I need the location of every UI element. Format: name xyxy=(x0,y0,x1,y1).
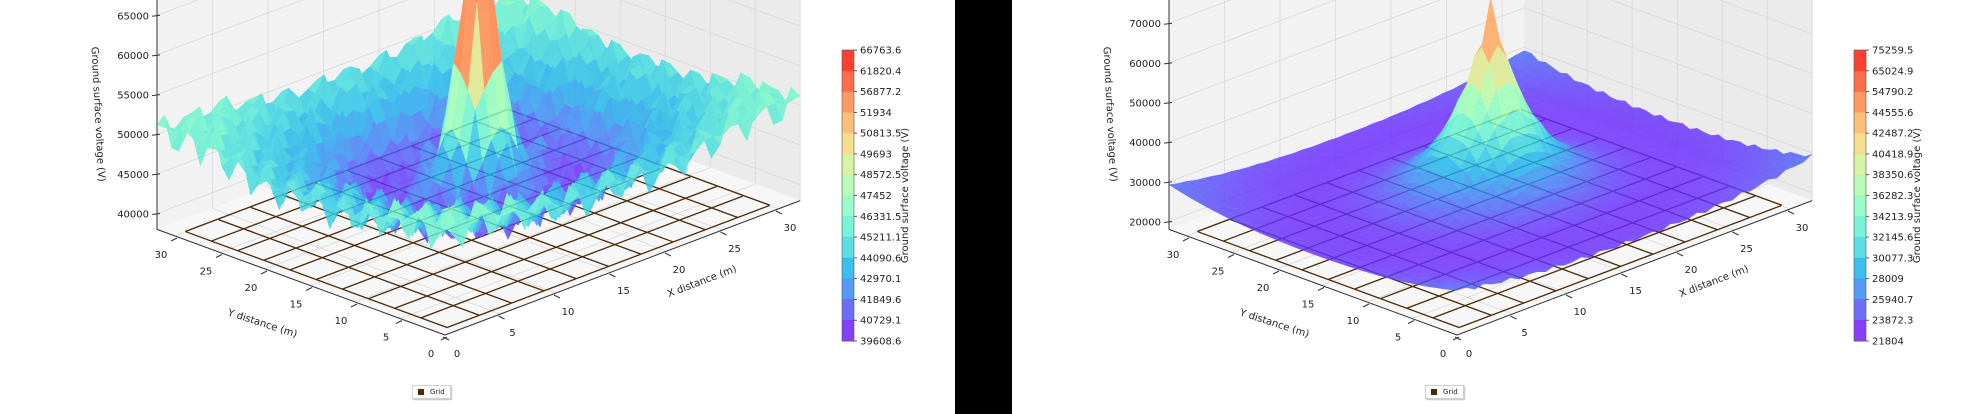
surface-mesh xyxy=(1168,0,1813,291)
colorbar-tick-label: 45211.1 xyxy=(860,233,901,244)
colorbar-tick-label: 54790.2 xyxy=(1872,87,1913,98)
colorbar-tick-label: 44555.6 xyxy=(1872,108,1913,119)
y-tick-label: 20 xyxy=(245,283,258,294)
x-tick-label: 20 xyxy=(1685,265,1698,276)
colorbar-tick-label: 47452 xyxy=(860,191,892,202)
z-tick-label: 20000 xyxy=(1129,217,1161,228)
colorbar-tick-label: 36282.3 xyxy=(1872,191,1913,202)
colorbar-tick-label: 30077.3 xyxy=(1872,253,1913,264)
x-tick-label: 0 xyxy=(1466,349,1472,360)
right-chart-panel: 20000 30000 40000 50000 60000 70000 0 5 10 15 20 25… xyxy=(1012,0,1968,414)
colorbar-tick-label: 32145.6 xyxy=(1872,233,1913,244)
left-3d-surface-plot: 40000 45000 50000 55000 60000 65000 0 5 10 15 20 25… xyxy=(88,0,911,360)
z-tick-label: 40000 xyxy=(1129,138,1161,149)
z-axis-label: Ground surface voltage (V) xyxy=(88,46,106,182)
colorbar-tick-label: 21804 xyxy=(1872,337,1904,348)
y-tick-label: 15 xyxy=(1302,300,1315,311)
left-legend: Grid xyxy=(412,385,451,399)
x-tick-label: 25 xyxy=(728,244,741,255)
y-axis-label: Y distance (m) xyxy=(1237,307,1310,340)
colorbar-tick-label: 75259.5 xyxy=(1872,46,1913,57)
colorbar-tick-label: 39608.6 xyxy=(860,337,901,348)
z-tick-label: 60000 xyxy=(117,51,149,62)
colorbar-tick-label: 23872.3 xyxy=(1872,316,1913,327)
x-tick-label: 30 xyxy=(784,223,797,234)
x-tick-label: 25 xyxy=(1740,244,1753,255)
x-tick-label: 15 xyxy=(617,286,630,297)
colorbar-tick-label: 50813.5 xyxy=(860,129,901,140)
colorbar-tick-label: 34213.9 xyxy=(1872,212,1913,223)
x-tick-label: 10 xyxy=(1574,307,1587,318)
y-tick-label: 0 xyxy=(428,349,434,360)
colorbar-label: Ground surface voltage (V) xyxy=(900,128,911,263)
x-tick-label: 30 xyxy=(1796,223,1809,234)
colorbar-tick-label: 25940.7 xyxy=(1872,295,1913,306)
y-tick-label: 15 xyxy=(290,300,303,311)
colorbar-tick-label: 56877.2 xyxy=(860,87,901,98)
colorbar-tick-label: 42487.2 xyxy=(1872,129,1913,140)
colorbar-label: Ground surface voltage (V) xyxy=(1912,128,1923,263)
colorbar-tick-label: 40418.9 xyxy=(1872,149,1913,160)
grid-legend-swatch-icon xyxy=(418,389,424,395)
z-tick-label: 30000 xyxy=(1129,178,1161,189)
z-axis-label: Ground surface voltage (V) xyxy=(1100,46,1118,182)
grid-legend-swatch-icon xyxy=(1431,389,1437,395)
colorbar-tick-label: 48572.5 xyxy=(860,170,901,181)
colorbar-tick-label: 28009 xyxy=(1872,274,1904,285)
z-tick-label: 40000 xyxy=(117,210,149,221)
z-tick-label: 55000 xyxy=(117,91,149,102)
z-tick-label: 60000 xyxy=(1129,59,1161,70)
y-tick-label: 5 xyxy=(383,333,389,344)
y-tick-label: 30 xyxy=(1167,250,1180,261)
z-tick-label: 65000 xyxy=(117,11,149,22)
right-legend: Grid xyxy=(1425,385,1464,399)
colorbar-tick-label: 66763.6 xyxy=(860,46,901,57)
x-tick-label: 15 xyxy=(1629,286,1642,297)
colorbar-tick-label: 49693 xyxy=(860,149,892,160)
surface-mesh xyxy=(156,0,801,250)
z-tick-label: 70000 xyxy=(1129,19,1161,30)
black-divider xyxy=(955,0,1012,414)
left-legend-label: Grid xyxy=(430,388,445,396)
y-tick-label: 10 xyxy=(335,316,348,327)
y-tick-label: 20 xyxy=(1257,283,1270,294)
y-tick-label: 25 xyxy=(1212,267,1225,278)
left-chart-panel: 40000 45000 50000 55000 60000 65000 0 5 10 15 20 25… xyxy=(0,0,955,414)
right-legend-label: Grid xyxy=(1443,388,1458,396)
y-tick-label: 30 xyxy=(155,250,168,261)
colorbar-tick-label: 44090.6 xyxy=(860,253,901,264)
y-axis-label: Y distance (m) xyxy=(225,307,298,340)
z-tick-label: 50000 xyxy=(1129,99,1161,110)
right-3d-surface-plot: 20000 30000 40000 50000 60000 70000 0 5 10 15 20 25… xyxy=(1100,0,1923,360)
colorbar-tick-label: 51934 xyxy=(860,108,892,119)
y-tick-label: 10 xyxy=(1347,316,1360,327)
colorbar-tick-label: 40729.1 xyxy=(860,316,901,327)
colorbar-tick-label: 61820.4 xyxy=(860,66,901,77)
z-tick-label: 45000 xyxy=(117,170,149,181)
colorbar-tick-label: 65024.9 xyxy=(1872,66,1913,77)
x-tick-label: 20 xyxy=(673,265,686,276)
z-tick-label: 50000 xyxy=(117,130,149,141)
x-tick-label: 5 xyxy=(509,328,515,339)
y-tick-label: 25 xyxy=(200,267,213,278)
colorbar: 75259.5 65024.9 54790.2 44555.6 42487.2 40418… xyxy=(1853,46,1923,348)
x-tick-label: 10 xyxy=(562,307,575,318)
x-tick-label: 0 xyxy=(454,349,460,360)
y-tick-label: 0 xyxy=(1440,349,1446,360)
colorbar-tick-label: 46331.5 xyxy=(860,212,901,223)
colorbar: 66763.6 61820.4 56877.2 51934 50813.5 49693 48… xyxy=(841,46,911,348)
x-tick-label: 5 xyxy=(1521,328,1527,339)
y-tick-label: 5 xyxy=(1395,333,1401,344)
colorbar-tick-label: 38350.6 xyxy=(1872,170,1913,181)
colorbar-tick-label: 42970.1 xyxy=(860,274,901,285)
colorbar-tick-label: 41849.6 xyxy=(860,295,901,306)
